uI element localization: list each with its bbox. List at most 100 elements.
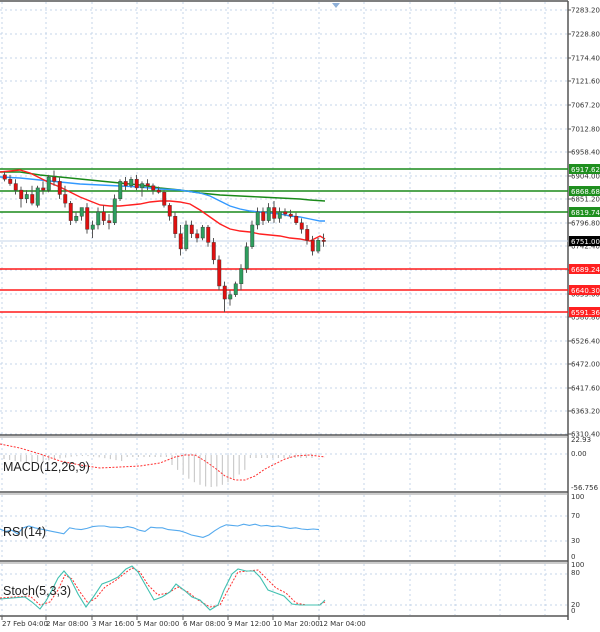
bear-candle — [2, 174, 7, 180]
bear-candle — [222, 285, 227, 300]
support-resistance-levels — [0, 168, 568, 313]
bear-candle — [57, 181, 62, 195]
stoch-tick-20: 20 — [571, 601, 580, 609]
rsi-panel: RSI(14) 100 70 30 0 — [0, 493, 584, 561]
price-tick-label: 6742.40 — [571, 243, 600, 251]
bull-candle — [228, 294, 233, 300]
bear-candle — [19, 189, 24, 200]
macd-tick-bottom: -56.756 — [571, 484, 599, 492]
time-tick-label: 12 Mar 04:00 — [319, 620, 366, 628]
bull-candle — [250, 224, 255, 247]
price-tick-label: 6310.40 — [571, 431, 600, 439]
bear-candle — [145, 183, 150, 186]
stoch-tick-100: 100 — [571, 561, 584, 569]
bear-candle — [294, 216, 299, 223]
bull-candle — [79, 207, 84, 217]
macd-panel: MACD(12,26,9) 22.93 0.00 -56.756 — [0, 436, 599, 492]
bull-candle — [90, 224, 95, 230]
price-tick-label: 7067.20 — [571, 102, 600, 110]
rsi-tick-70: 70 — [571, 512, 580, 520]
level-tag-label: 6591.36 — [571, 309, 600, 317]
time-tick-label: 3 Mar 16:00 — [92, 620, 134, 628]
bear-candle — [107, 220, 112, 223]
bear-candle — [13, 183, 18, 191]
price-tick-label: 7121.60 — [571, 78, 600, 86]
bear-candle — [206, 226, 211, 243]
bear-candle — [261, 211, 266, 221]
bear-candle — [63, 194, 68, 204]
stochastic-panel: Stoch(5,3,3) 100 80 20 0 — [0, 561, 584, 615]
level-tag-label: 6868.68 — [571, 188, 600, 196]
stoch-label: Stoch(5,3,3) — [3, 584, 71, 598]
level-tag-label: 6917.62 — [571, 166, 600, 174]
bull-candle — [239, 268, 244, 285]
bull-candle — [184, 224, 189, 250]
rsi-tick-30: 30 — [571, 537, 580, 545]
price-tick-label: 6958.40 — [571, 149, 600, 157]
bear-candle — [162, 192, 167, 206]
bear-candle — [283, 211, 288, 215]
bull-candle — [140, 183, 145, 189]
price-tick-label: 7228.80 — [571, 31, 600, 39]
bear-candle — [41, 187, 46, 191]
bear-candle — [211, 242, 216, 261]
level-tag-label: 6640.30 — [571, 287, 600, 295]
price-tick-label: 6851.20 — [571, 196, 600, 204]
time-tick-label: 2 Mar 08:00 — [46, 620, 88, 628]
bear-candle — [217, 259, 222, 287]
price-tick-label: 6580.80 — [571, 314, 600, 322]
macd-label: MACD(12,26,9) — [3, 460, 90, 474]
rsi-label: RSI(14) — [3, 525, 46, 539]
rsi-line — [0, 523, 320, 538]
price-tick-label: 6904.00 — [571, 173, 600, 181]
panel-frames — [0, 0, 569, 620]
bear-candle — [167, 205, 172, 217]
price-tick-label: 6363.20 — [571, 408, 600, 416]
level-tag-label: 6819.74 — [571, 209, 600, 217]
time-tick-label: 10 Mar 20:00 — [273, 620, 320, 628]
bear-candle — [173, 216, 178, 234]
bear-candle — [156, 189, 161, 193]
bull-candle — [46, 176, 51, 191]
bull-candle — [266, 207, 271, 221]
bull-candle — [129, 178, 134, 186]
bear-candle — [85, 207, 90, 230]
bull-candle — [118, 181, 123, 200]
bear-candle — [195, 233, 200, 239]
current-price-label: 6751.00 — [571, 238, 600, 246]
bear-candle — [305, 229, 310, 241]
stoch-tick-0: 0 — [571, 607, 575, 615]
bull-candle — [24, 194, 29, 200]
bear-candle — [189, 224, 194, 234]
time-tick-label: 9 Mar 12:00 — [228, 620, 270, 628]
bear-candle — [310, 240, 315, 252]
time-axis: 27 Feb 04:002 Mar 08:00 3 Mar 16:00 5 Mar … — [1, 616, 366, 628]
time-tick-label: 5 Mar 00:00 — [137, 620, 179, 628]
bear-candle — [151, 185, 156, 191]
stoch-d-line — [0, 567, 326, 608]
time-tick-label: 6 Mar 08:00 — [183, 620, 225, 628]
price-tick-label: 6472.00 — [571, 361, 600, 369]
bear-candle — [288, 213, 293, 217]
bear-candle — [68, 202, 73, 221]
time-tick-label: 27 Feb 04:00 — [2, 620, 48, 628]
bear-candle — [299, 222, 304, 230]
bull-candle — [316, 240, 321, 252]
stoch-tick-80: 80 — [571, 569, 580, 577]
scroll-marker-icon[interactable] — [332, 3, 340, 8]
bull-candle — [255, 211, 260, 226]
macd-tick-top: 22.93 — [571, 436, 591, 444]
bull-candle — [200, 226, 205, 239]
current-price-tag: 6751.00 — [569, 236, 600, 246]
bear-candle — [30, 194, 35, 204]
price-tick-label: 7174.40 — [571, 55, 600, 63]
price-tick-label: 6417.60 — [571, 385, 600, 393]
price-tick-label: 6796.80 — [571, 220, 600, 228]
rsi-tick-0: 0 — [571, 553, 575, 561]
price-tick-label: 6526.40 — [571, 338, 600, 346]
rsi-tick-100: 100 — [571, 493, 584, 501]
macd-tick-zero: 0.00 — [571, 450, 587, 458]
stoch-k-line — [0, 565, 326, 611]
bear-candle — [8, 178, 13, 184]
